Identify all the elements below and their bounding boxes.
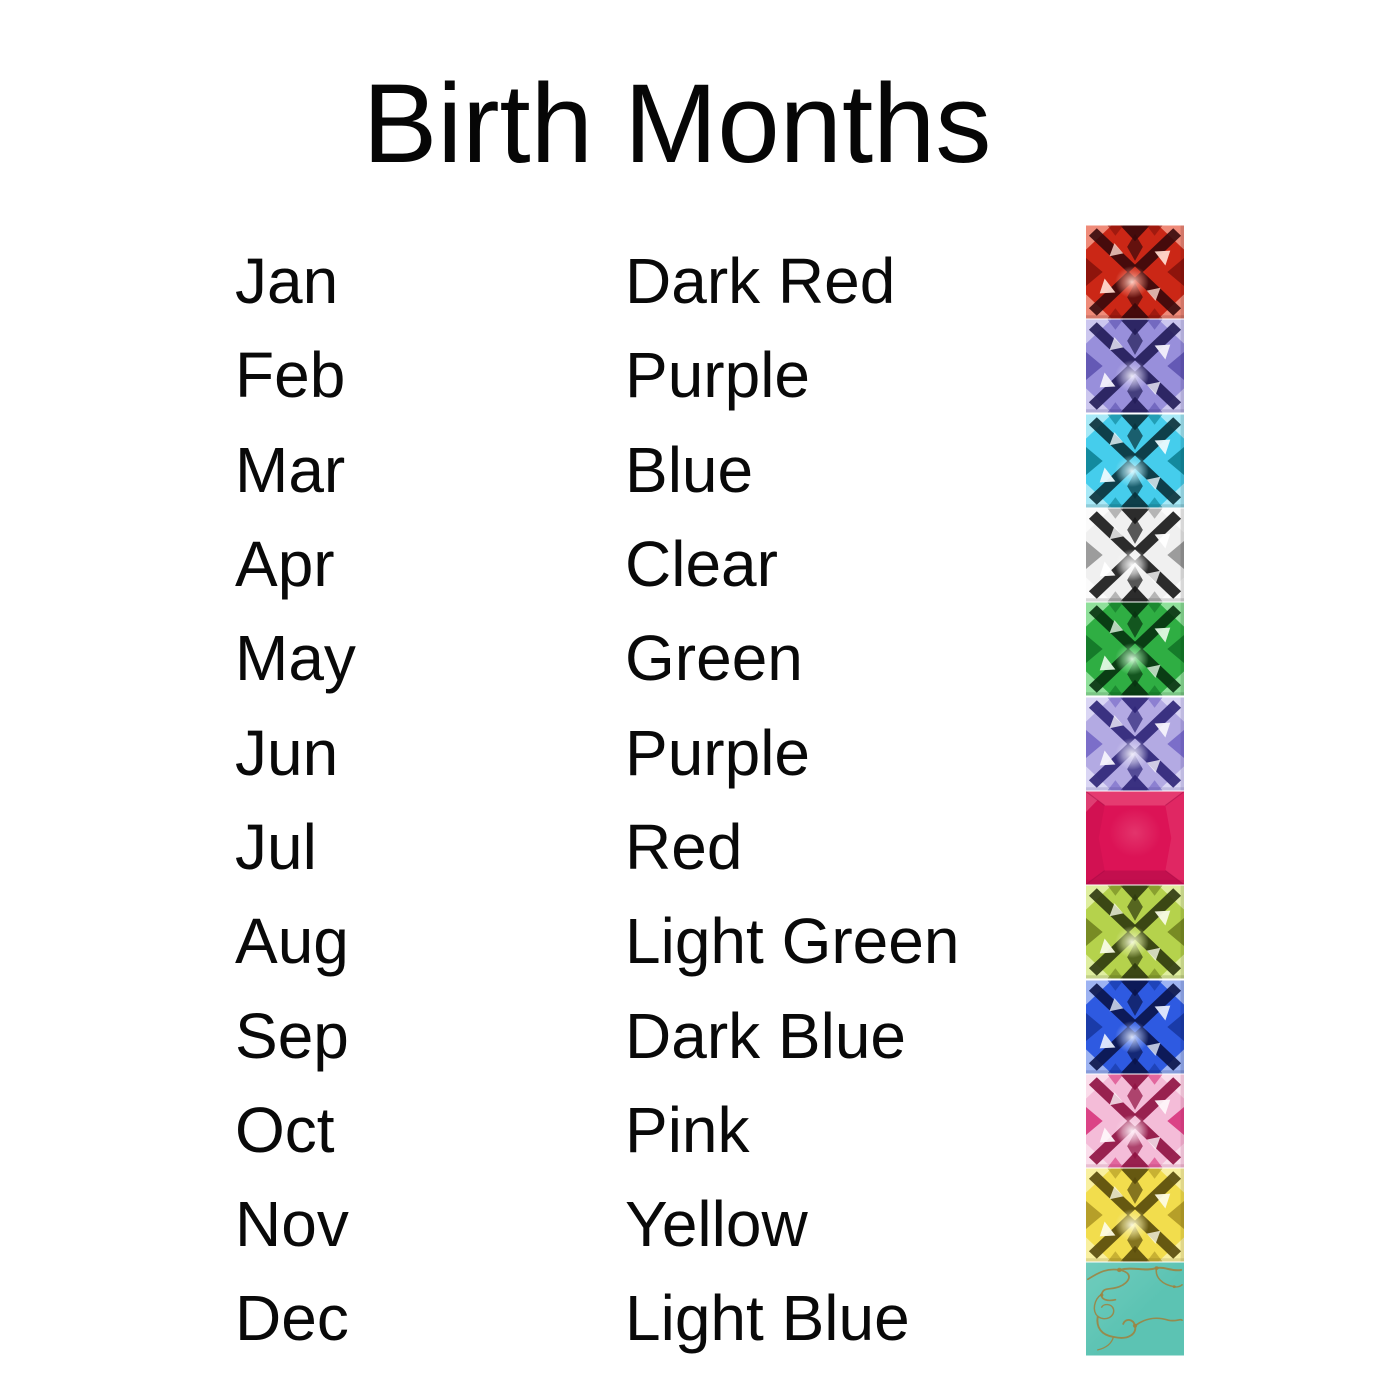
gem-light-blue-icon bbox=[1086, 1262, 1184, 1356]
gem-light-green-icon bbox=[1086, 885, 1184, 979]
gem-yellow-icon bbox=[1086, 1168, 1184, 1262]
color-name-label: Light Blue bbox=[625, 1282, 910, 1355]
birthstone-row: Aug Light Green bbox=[0, 885, 1400, 988]
gem-dark-red-icon bbox=[1086, 225, 1184, 319]
birthstone-row: Jan Dark Red bbox=[0, 225, 1400, 328]
birthstone-row: Jun Purple bbox=[0, 697, 1400, 799]
month-label: Apr bbox=[235, 528, 335, 601]
month-label: Jun bbox=[235, 716, 339, 789]
month-label: May bbox=[235, 622, 356, 695]
gem-clear-icon bbox=[1086, 508, 1184, 602]
color-name-label: Purple bbox=[625, 339, 810, 412]
color-name-label: Purple bbox=[625, 716, 810, 789]
month-label: Jan bbox=[235, 245, 339, 318]
page-title: Birth Months bbox=[362, 61, 992, 186]
color-name-label: Blue bbox=[625, 433, 754, 506]
birthstone-row: May Green bbox=[0, 602, 1400, 705]
birthstone-row: Dec Light Blue bbox=[0, 1262, 1400, 1365]
birthstone-row: Oct Pink bbox=[0, 1074, 1400, 1177]
gem-green-icon bbox=[1086, 602, 1184, 696]
color-name-label: Red bbox=[625, 810, 743, 883]
month-label: Mar bbox=[235, 433, 346, 506]
color-name-label: Light Green bbox=[625, 905, 960, 978]
gem-red-icon bbox=[1086, 791, 1184, 885]
color-name-label: Green bbox=[625, 622, 803, 695]
month-label: Aug bbox=[235, 905, 349, 978]
birthstone-row: Jul Red bbox=[0, 791, 1400, 894]
birthstone-table: Jan Dark Red Feb Purple bbox=[0, 225, 1400, 1366]
gem-purple-icon bbox=[1086, 697, 1184, 791]
birthstone-row: Feb Purple bbox=[0, 319, 1400, 422]
gem-blue-icon bbox=[1086, 414, 1184, 508]
gem-purple-icon bbox=[1086, 319, 1184, 413]
month-label: Dec bbox=[235, 1282, 349, 1355]
color-name-label: Dark Red bbox=[625, 245, 896, 318]
birthstone-row: Nov Yellow bbox=[0, 1168, 1400, 1271]
birthstone-row: Sep Dark Blue bbox=[0, 980, 1400, 1082]
month-label: Sep bbox=[235, 999, 349, 1072]
birthstone-row: Apr Clear bbox=[0, 508, 1400, 611]
month-label: Oct bbox=[235, 1093, 335, 1166]
birthstone-row: Mar Blue bbox=[0, 414, 1400, 517]
month-label: Nov bbox=[235, 1188, 349, 1261]
gem-pink-icon bbox=[1086, 1074, 1184, 1168]
color-name-label: Yellow bbox=[625, 1188, 808, 1261]
month-label: Feb bbox=[235, 339, 346, 412]
month-label: Jul bbox=[235, 810, 317, 883]
color-name-label: Clear bbox=[625, 528, 778, 601]
gem-dark-blue-icon bbox=[1086, 980, 1184, 1074]
color-name-label: Pink bbox=[625, 1093, 750, 1166]
color-name-label: Dark Blue bbox=[625, 999, 906, 1072]
